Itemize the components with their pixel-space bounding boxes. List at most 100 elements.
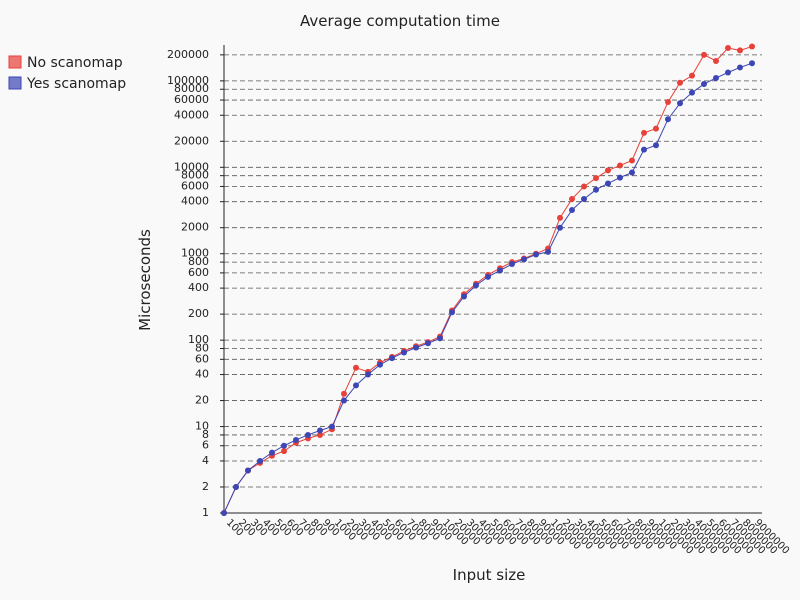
legend-swatch xyxy=(8,76,22,90)
data-point xyxy=(365,371,371,378)
legend-swatch xyxy=(8,55,22,69)
data-point xyxy=(713,57,719,64)
data-point xyxy=(665,98,671,105)
x-axis-label: Input size xyxy=(453,566,526,584)
data-point xyxy=(425,340,431,347)
data-point xyxy=(689,72,695,79)
chart-title: Average computation time xyxy=(300,12,500,30)
data-point xyxy=(485,273,491,280)
data-point xyxy=(641,146,647,153)
y-tick-label: 80000 xyxy=(174,82,209,95)
data-point xyxy=(581,183,587,190)
data-point xyxy=(677,79,683,86)
y-tick-label: 40000 xyxy=(174,108,209,121)
data-point xyxy=(401,349,407,356)
data-point xyxy=(521,256,527,263)
data-point xyxy=(305,431,311,438)
data-point xyxy=(233,483,239,490)
data-point xyxy=(617,162,623,169)
data-point xyxy=(317,431,323,438)
data-point xyxy=(329,423,335,430)
y-tick-label: 1000 xyxy=(181,247,209,260)
y-tick-label: 8000 xyxy=(181,169,209,182)
data-point xyxy=(617,174,623,181)
y-tick-label: 2 xyxy=(202,480,209,493)
data-point xyxy=(269,449,275,456)
data-point xyxy=(557,214,563,221)
data-point xyxy=(281,448,287,455)
y-tick-label: 80 xyxy=(195,342,209,355)
data-point xyxy=(749,43,755,50)
y-tick-label: 400 xyxy=(188,281,209,294)
data-point xyxy=(641,129,647,136)
y-tick-label: 20 xyxy=(195,394,209,407)
data-point xyxy=(497,267,503,274)
y-tick-label: 20000 xyxy=(174,134,209,147)
data-point xyxy=(725,69,731,76)
y-axis-label: Microseconds xyxy=(136,229,154,331)
data-point xyxy=(245,467,251,474)
data-point xyxy=(605,180,611,187)
data-point xyxy=(629,157,635,164)
data-point xyxy=(509,261,515,268)
data-point xyxy=(257,457,263,464)
data-point xyxy=(353,364,359,371)
data-point xyxy=(473,282,479,289)
data-point xyxy=(545,248,551,255)
y-tick-label: 6000 xyxy=(181,179,209,192)
data-point xyxy=(749,60,755,67)
y-tick-label: 40 xyxy=(195,368,209,381)
data-point xyxy=(389,355,395,362)
data-point xyxy=(581,195,587,202)
data-point xyxy=(665,116,671,123)
data-point xyxy=(629,169,635,176)
y-tick-label: 200 xyxy=(188,307,209,320)
y-tick-label: 6 xyxy=(202,439,209,452)
y-tick-label: 10000 xyxy=(174,160,209,173)
data-point xyxy=(737,64,743,71)
y-tick-label: 60000 xyxy=(174,93,209,106)
data-point xyxy=(701,80,707,87)
data-point xyxy=(593,175,599,182)
data-point xyxy=(461,293,467,300)
data-point xyxy=(437,335,443,342)
legend-label: Yes scanomap xyxy=(26,76,126,92)
y-tick-label: 4 xyxy=(202,454,209,467)
data-point xyxy=(377,361,383,368)
y-tick-label: 60 xyxy=(195,352,209,365)
y-tick-label: 100000 xyxy=(167,74,209,87)
data-point xyxy=(701,51,707,58)
y-tick-label: 200000 xyxy=(167,48,209,61)
data-point xyxy=(221,510,227,516)
data-point xyxy=(533,251,539,258)
legend-label: No scanomap xyxy=(27,55,123,71)
data-point xyxy=(569,207,575,214)
data-point xyxy=(317,427,323,434)
data-point xyxy=(689,89,695,96)
y-tick-label: 2000 xyxy=(181,221,209,234)
y-tick-label: 10 xyxy=(195,420,209,433)
y-tick-label: 1 xyxy=(202,506,209,519)
y-tick-label: 4000 xyxy=(181,195,209,208)
data-point xyxy=(725,45,731,52)
data-point xyxy=(341,390,347,397)
data-point xyxy=(341,397,347,404)
data-point xyxy=(677,100,683,107)
y-tick-label: 600 xyxy=(188,266,209,279)
data-point xyxy=(281,442,287,449)
data-point xyxy=(353,382,359,389)
y-tick-label: 8 xyxy=(202,428,209,441)
y-tick-label: 800 xyxy=(188,255,209,268)
data-point xyxy=(413,344,419,351)
data-point xyxy=(293,436,299,443)
data-point xyxy=(713,74,719,81)
data-point xyxy=(653,125,659,132)
data-point xyxy=(737,47,743,54)
data-point xyxy=(593,186,599,193)
data-point xyxy=(557,224,563,231)
data-point xyxy=(449,309,455,316)
data-point xyxy=(605,167,611,174)
y-tick-label: 100 xyxy=(188,333,209,346)
data-point xyxy=(569,195,575,202)
